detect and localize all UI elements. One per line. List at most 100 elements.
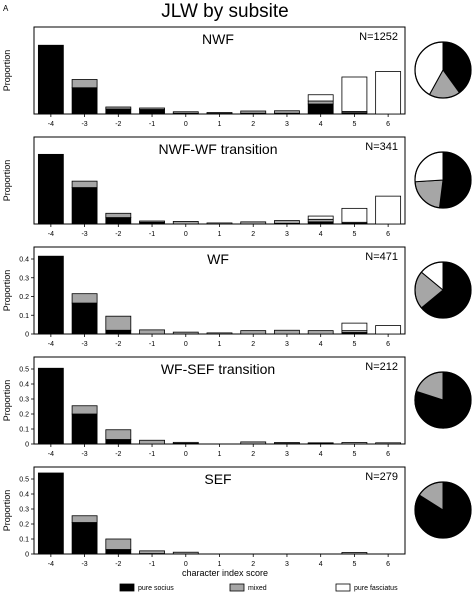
bar-pure-socius-4 [307,103,334,115]
bar-mixed-6 [375,442,402,445]
bar-mixed--1 [139,550,165,554]
x-tick-label: 4 [319,561,323,568]
y-tick-label: 0.3 [19,275,29,282]
x-tick-label: 1 [218,341,222,348]
bar-pure-socius--4 [37,472,64,555]
x-tick-label: 2 [251,561,255,568]
y-tick-label: 0.3 [19,397,29,404]
y-tick-label: 0 [25,442,29,449]
legend-swatch-mixed [229,583,245,592]
x-tick-label: -3 [81,451,87,458]
y-tick-label: 0.5 [19,367,29,374]
bar-mixed-5 [341,442,368,445]
bar-pure-socius--3 [71,87,98,115]
legend-label-pure-fasciatus: pure fasciatus [354,585,398,592]
pie-outline [414,481,472,539]
bar-mixed--2 [105,212,132,218]
x-tick-label: 3 [285,451,289,458]
x-tick-label: 2 [251,121,255,128]
x-tick-label: -3 [81,231,87,238]
y-tick-label: 0.2 [19,412,29,419]
bar-mixed-0 [172,331,199,335]
x-tick-label: 6 [386,561,390,568]
x-tick-label: 4 [319,451,323,458]
x-axis-label: character index score [182,568,268,578]
y-axis-label: Proportion [2,380,12,422]
y-tick-label: 0.5 [19,477,29,484]
chart-panel-2: Proportion -4 -3 -2 -1 0 1 2 3 4 5 6 NWF-WF transiti… [2,136,406,238]
y-tick-label: 0.4 [19,382,29,389]
x-tick-label: -1 [149,451,155,458]
pie-3 [414,261,472,319]
pie-1 [414,41,472,99]
x-tick-label: 0 [184,231,188,238]
panel-title: WF-SEF transition [161,361,275,377]
x-tick-label: 6 [386,451,390,458]
y-tick-label: 0.3 [19,507,29,514]
x-tick-label: -1 [149,341,155,348]
x-tick-label: -1 [149,121,155,128]
x-tick-label: 2 [251,231,255,238]
bar-mixed-1 [206,332,233,335]
x-tick-label: -2 [115,451,121,458]
x-tick-label: -4 [48,341,54,348]
x-tick-label: -1 [149,231,155,238]
y-tick-label: 0 [25,332,29,339]
pie-outline [414,261,472,319]
bar-mixed--2 [105,429,132,440]
bar-mixed-2 [240,330,267,335]
x-tick-label: -3 [81,341,87,348]
bar-mixed-0 [172,111,199,114]
x-tick-label: 0 [184,121,188,128]
x-tick-label: -1 [149,561,155,568]
x-tick-label: 1 [218,451,222,458]
bar-pure-socius--3 [71,522,98,555]
x-tick-label: 1 [218,561,222,568]
bar-pure-fasciatus-4 [307,94,334,102]
pie-5 [414,481,472,539]
x-tick-label: -2 [115,341,121,348]
bar-mixed-2 [240,441,267,445]
pies [414,41,472,539]
bar-pure-socius--2 [105,217,132,225]
x-tick-label: 5 [352,231,356,238]
chart-panel-3: 0 0.1 0.2 0.3 0.4 Proportion -4 -3 -2 -1 0 1 2 3 4 5 6 WF… [2,246,406,348]
bar-mixed--1 [139,220,165,223]
bar-pure-socius--2 [105,108,132,115]
bar-mixed-3 [274,442,300,444]
bar-pure-fasciatus-4 [307,215,334,220]
sample-size: N=341 [365,141,398,153]
bar-mixed--3 [71,293,98,304]
x-tick-label: 3 [285,341,289,348]
bar-pure-socius--3 [71,413,98,445]
bar-pure-socius--4 [37,153,64,225]
bar-pure-socius--3 [71,187,98,225]
bar-mixed-0 [172,441,199,444]
bar-mixed--3 [71,515,98,523]
panel-title: NWF [202,31,234,47]
x-tick-label: 3 [285,121,289,128]
bar-mixed-3 [274,110,300,114]
pie-2 [414,151,472,209]
bar-mixed--3 [71,405,98,415]
bar-mixed-2 [240,110,267,114]
x-tick-label: 1 [218,231,222,238]
y-tick-label: 0.1 [19,427,29,434]
bar-pure-socius--4 [37,255,64,335]
pie-outline [414,151,472,209]
chart-panel-1: Proportion -4 -3 -2 -1 0 1 2 3 4 5 6 NWF N=1252 [2,26,406,128]
bar-mixed-1 [206,112,233,114]
pie-slice-pure-fasciatus [414,151,444,183]
x-tick-label: 2 [251,341,255,348]
x-tick-label: 2 [251,451,255,458]
bar-pure-socius--4 [37,367,64,445]
panel-title: SEF [204,471,231,487]
bar-pure-socius--4 [37,44,64,115]
pie-outline [414,371,472,429]
bar-mixed-1 [206,222,233,225]
bar-pure-fasciatus-6 [375,195,402,225]
x-tick-label: 5 [352,561,356,568]
x-tick-label: 4 [319,231,323,238]
x-tick-label: -2 [115,121,121,128]
